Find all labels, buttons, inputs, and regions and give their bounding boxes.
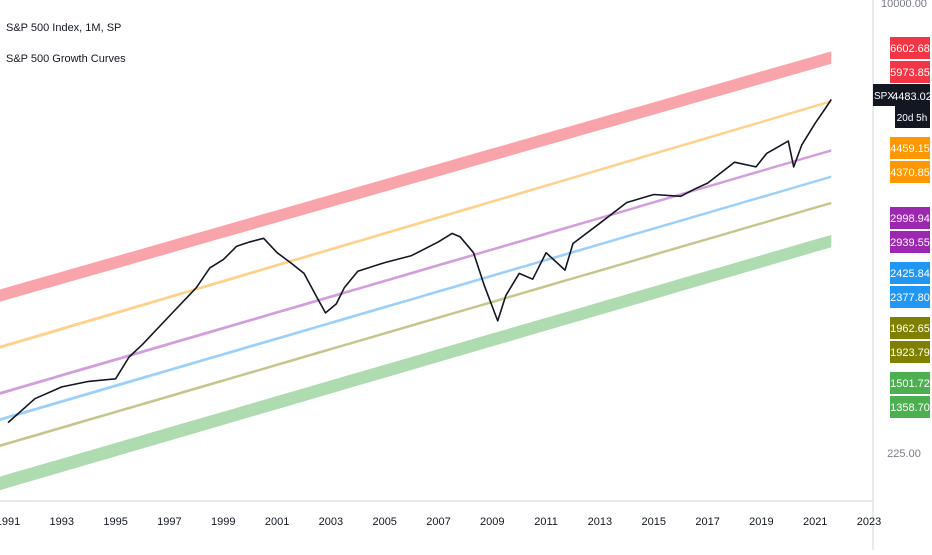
price-label-box [890,61,930,83]
price-label-box [890,286,930,308]
price-label-text: 1358.70 [890,402,930,414]
x-tick-label: 2007 [426,516,450,528]
x-tick-label: 1997 [157,516,181,528]
price-label-text: 1962.65 [890,323,930,335]
band-blue [0,175,832,421]
price-label-text: 2998.94 [890,213,930,225]
price-label-text: 2939.55 [890,237,930,249]
x-axis-ticks: 1991 1993 1995 1997 1999 2001 2003 2005 2007 2009… [0,516,881,528]
price-label-text: 1923.79 [890,347,930,359]
price-label-box [890,262,930,284]
price-label-text: 1501.72 [890,378,930,390]
price-label-text: 2377.80 [890,292,930,304]
last-price-box [895,84,930,128]
price-label-box [890,161,930,183]
price-label-text: 6602.68 [890,43,930,55]
x-tick-label: 2009 [480,516,504,528]
x-tick-label: 2017 [695,516,719,528]
spx-price-line [7,98,832,424]
band-purple [0,149,832,395]
price-label-box [890,231,930,253]
x-tick-label: 1991 [0,516,20,528]
x-tick-label: 2011 [534,516,558,528]
price-series [7,98,832,424]
y-tick-label: 225.00 [887,448,921,460]
price-label-text: 4370.85 [890,167,930,179]
last-price-value: 4483.02 [892,91,932,103]
band-red [0,51,832,302]
x-tick-label: 2019 [749,516,773,528]
price-label-box [890,372,930,394]
price-label-box [890,207,930,229]
band-green [0,234,832,491]
countdown-text: 20d 5h [897,113,928,124]
x-tick-label: 1999 [211,516,235,528]
growth-curve-bands [0,51,832,491]
y-tick-label: 10000.00 [881,0,927,10]
band-olive [0,201,832,448]
x-tick-label: 1993 [50,516,74,528]
x-tick-label: 2015 [642,516,666,528]
price-labels: 6602.68 5973.85 4459.15 4370.85 2998.94 2939.… [890,37,930,418]
price-label-text: 5973.85 [890,67,930,79]
x-tick-label: 2013 [588,516,612,528]
x-tick-label: 2005 [372,516,396,528]
price-label-box [890,37,930,59]
chart-title: S&P 500 Index, 1M, SP [6,22,122,34]
price-label-box [890,137,930,159]
x-tick-label: 2023 [857,516,881,528]
x-tick-label: 2001 [265,516,289,528]
price-label-box [890,317,930,339]
price-label-box [890,341,930,363]
x-tick-label: 1995 [103,516,127,528]
price-label-text: 4459.15 [890,143,930,155]
indicator-title: S&P 500 Growth Curves [6,53,126,65]
y-axis-ticks: 10000.00 225.00 [881,0,927,460]
symbol-box [873,84,895,106]
x-tick-label: 2021 [803,516,827,528]
symbol-text: SPX [874,91,894,102]
price-label-box [890,396,930,418]
x-tick-label: 2003 [319,516,343,528]
band-orange [0,100,832,349]
price-label-text: 2425.84 [890,268,930,280]
